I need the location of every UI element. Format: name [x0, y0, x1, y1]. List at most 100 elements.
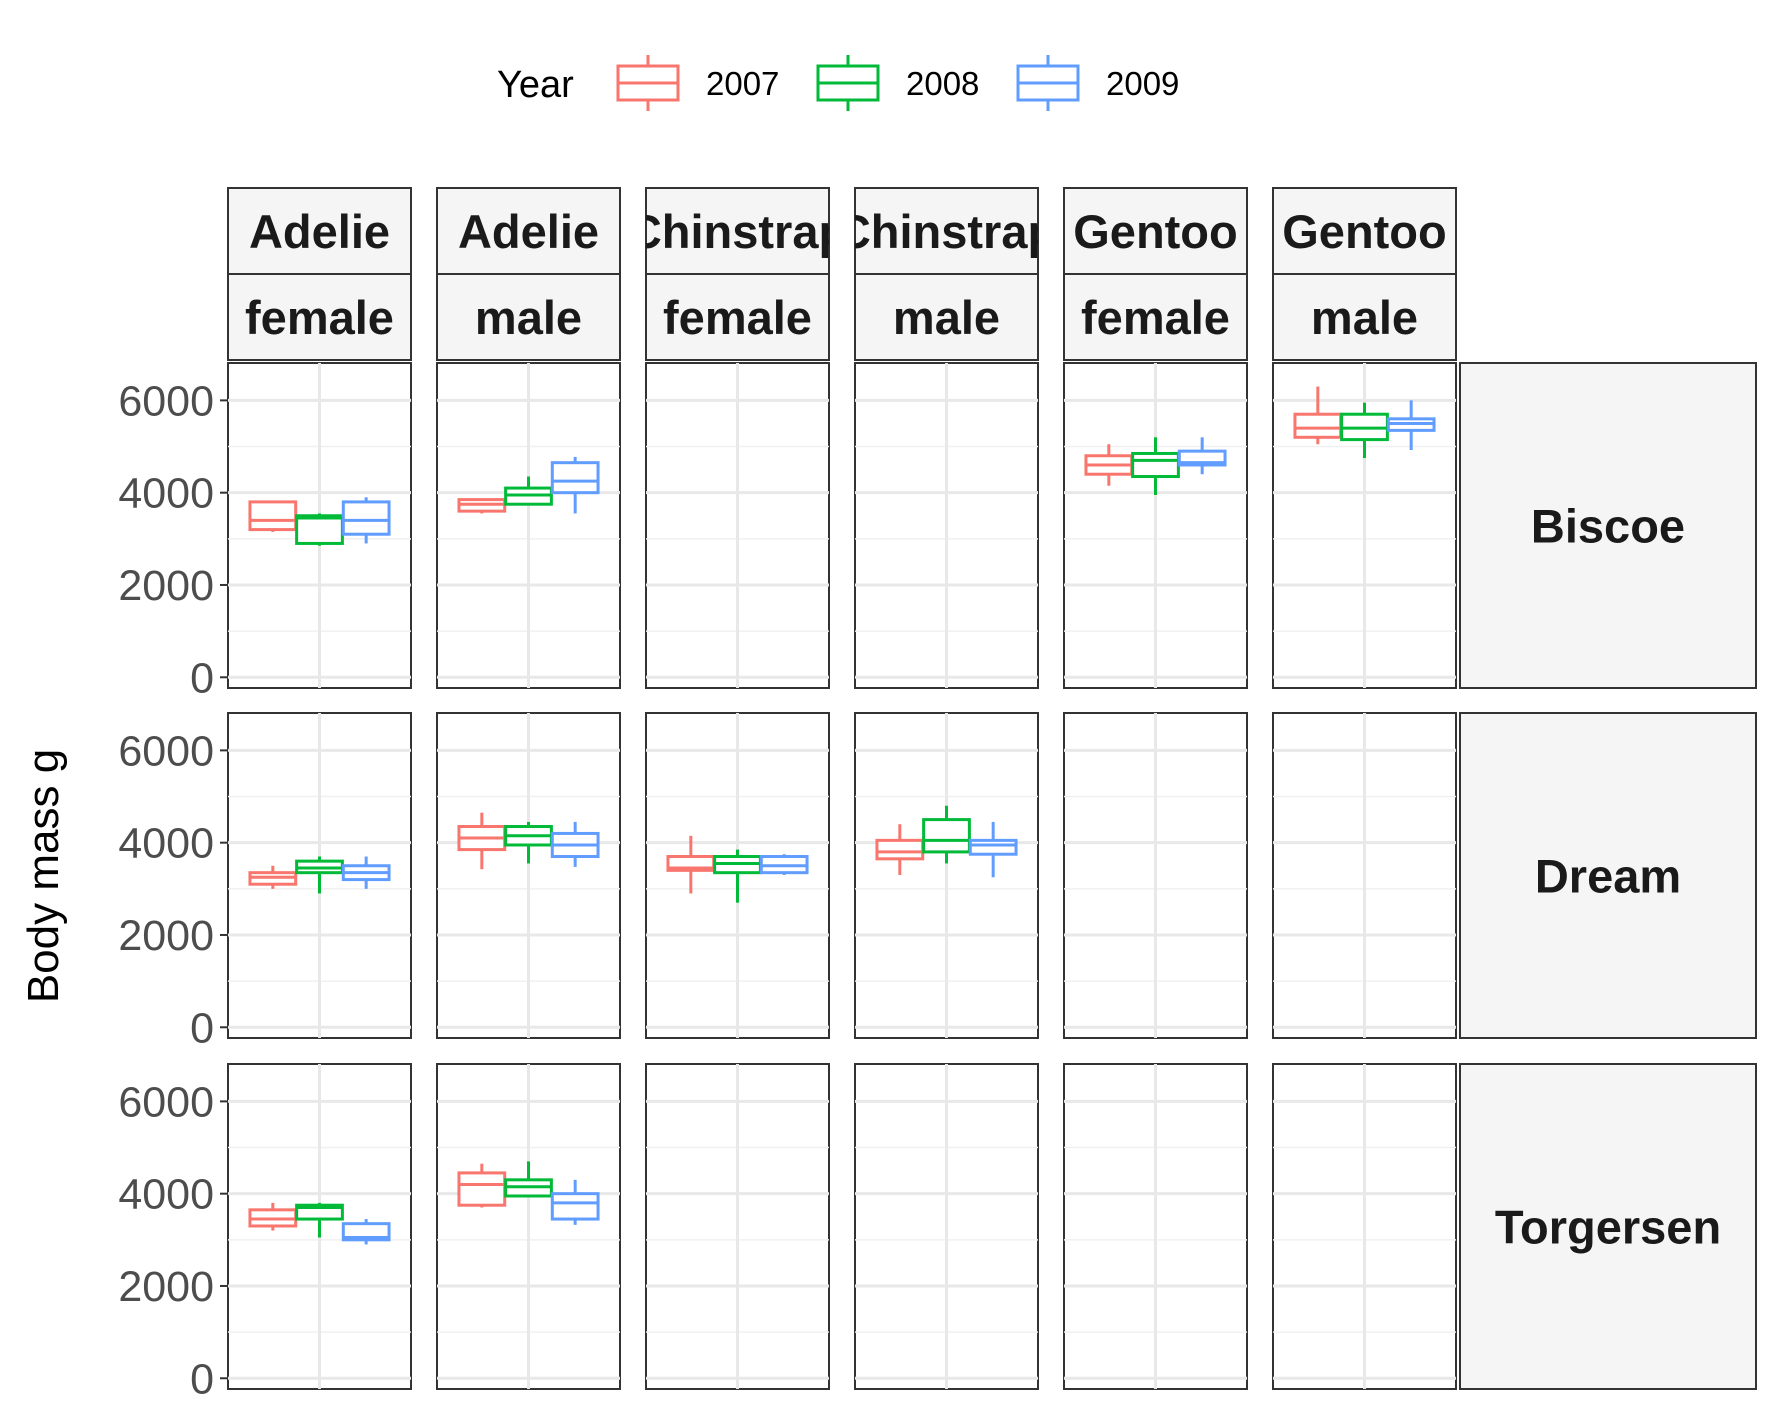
- y-tick-label: 4000: [118, 820, 214, 868]
- strip-species-box: [1272, 187, 1457, 275]
- legend-key-2009: [1016, 55, 1080, 111]
- y-tick-label: 0: [190, 1355, 214, 1403]
- column-strip-0: Adelie female: [227, 187, 412, 361]
- strip-species-box: [645, 187, 830, 275]
- strip-sex-box: [854, 273, 1039, 361]
- y-tick-label: 0: [190, 654, 214, 702]
- strip-sex-label: male: [893, 291, 1000, 344]
- box: [922, 818, 971, 854]
- strip-species-label: Chinstrap: [628, 205, 847, 258]
- panel-Dream-1: [436, 712, 621, 1039]
- boxplot-Dream-1-2007: [457, 812, 507, 870]
- y-tick-label: 0: [190, 1004, 214, 1052]
- box: [1293, 412, 1343, 439]
- box: [550, 461, 600, 495]
- strip-sex-label: female: [663, 291, 812, 344]
- panel-Dream-5: [1272, 712, 1457, 1039]
- box: [550, 1192, 600, 1221]
- strip-text-group: Chinstrap male: [837, 205, 1056, 344]
- strip-species-box: [1063, 187, 1248, 275]
- boxplot-Biscoe-0-2007: [248, 500, 298, 532]
- row-strip-label: Dream: [1535, 850, 1681, 903]
- boxplot-Torgersen-0-2009: [341, 1219, 391, 1245]
- legend-title: Year: [497, 64, 574, 106]
- boxplot-Biscoe-0-2009: [341, 497, 391, 544]
- box: [341, 1222, 391, 1242]
- row-strip-2: Torgersen: [1459, 1063, 1757, 1390]
- strip-text-group: Adelie male: [458, 205, 599, 344]
- box: [341, 500, 391, 536]
- boxplot-Biscoe-1-2009: [550, 456, 600, 514]
- panel-Biscoe-3: [854, 362, 1039, 689]
- boxplot-Biscoe-1-2007: [457, 498, 507, 514]
- boxplot-Biscoe-4-2008: [1131, 437, 1180, 495]
- boxplot-Biscoe-4-2007: [1084, 444, 1134, 486]
- strip-text-group: Chinstrap female: [628, 205, 847, 344]
- strip-sex-label: female: [245, 291, 394, 344]
- boxplot-Torgersen-0-2008: [295, 1202, 344, 1238]
- box: [875, 838, 925, 861]
- boxplot-Dream-0-2009: [341, 856, 391, 889]
- box: [1131, 451, 1180, 479]
- panel-Torgersen-3: [854, 1063, 1039, 1390]
- y-tick-label: 2000: [118, 562, 214, 610]
- strip-text-group: Gentoo male: [1282, 205, 1446, 344]
- y-tick-label: 4000: [118, 470, 214, 518]
- column-strip-3: Chinstrap male: [837, 187, 1056, 361]
- strip-species-label: Adelie: [458, 205, 599, 258]
- row-strip-box: [1459, 362, 1757, 689]
- strip-sex-box: [1063, 273, 1248, 361]
- boxplot-Biscoe-0-2008: [295, 513, 344, 546]
- strip-sex-box: [436, 273, 621, 361]
- y-tick-label: 6000: [118, 1078, 214, 1126]
- panel-Dream-4: [1063, 712, 1248, 1039]
- strip-species-label: Gentoo: [1282, 205, 1446, 258]
- y-tick-label: 6000: [118, 377, 214, 425]
- boxplot-Dream-3-2009: [968, 821, 1018, 878]
- strip-text-group: Adelie female: [245, 205, 394, 344]
- column-strip-5: Gentoo male: [1272, 187, 1457, 361]
- legend: Year 2007 2008 2009: [497, 55, 1179, 111]
- legend-key-2008: [816, 55, 880, 111]
- legend-label-2007: 2007: [706, 65, 779, 102]
- boxplot-Biscoe-1-2008: [504, 476, 553, 506]
- strip-text-group: Gentoo female: [1073, 205, 1237, 344]
- row-strip-label: Torgersen: [1495, 1201, 1721, 1254]
- panel-Torgersen-2: [645, 1063, 830, 1390]
- boxplot-Torgersen-1-2009: [550, 1179, 600, 1225]
- box: [968, 838, 1018, 856]
- y-tick-label: 2000: [118, 912, 214, 960]
- y-tick-label: 4000: [118, 1171, 214, 1219]
- row-strip-1: Dream: [1459, 712, 1757, 1039]
- row-strip-box: [1459, 1063, 1757, 1390]
- strip-sex-label: male: [475, 291, 582, 344]
- column-strip-2: Chinstrap female: [628, 187, 847, 361]
- strip-species-label: Chinstrap: [837, 205, 1056, 258]
- box: [295, 514, 344, 545]
- panel-Biscoe-4: [1063, 362, 1248, 689]
- boxplot-Biscoe-4-2009: [1177, 437, 1227, 475]
- panel-Torgersen-4: [1063, 1063, 1248, 1390]
- legend-key-2007: [616, 55, 680, 111]
- boxplot-Torgersen-1-2007: [457, 1163, 507, 1208]
- strip-sex-box: [227, 273, 412, 361]
- panel-Biscoe-1: [436, 362, 621, 689]
- box: [248, 500, 298, 532]
- boxplot-Dream-3-2008: [922, 805, 971, 864]
- strip-species-label: Gentoo: [1073, 205, 1237, 258]
- boxplot-Biscoe-5-2008: [1340, 402, 1389, 459]
- strip-sex-label: female: [1081, 291, 1230, 344]
- row-strip-box: [1459, 712, 1757, 1039]
- row-strip-label: Biscoe: [1531, 500, 1685, 553]
- panel-Torgersen-1: [436, 1063, 621, 1390]
- strip-species-label: Adelie: [249, 205, 390, 258]
- strip-sex-box: [1272, 273, 1457, 361]
- row-strip-0: Biscoe: [1459, 362, 1757, 689]
- strip-sex-box: [645, 273, 830, 361]
- boxplot-Biscoe-5-2009: [1386, 400, 1436, 450]
- legend-label-2009: 2009: [1106, 65, 1179, 102]
- panel-Torgersen-5: [1272, 1063, 1457, 1390]
- panel-Biscoe-2: [645, 362, 830, 689]
